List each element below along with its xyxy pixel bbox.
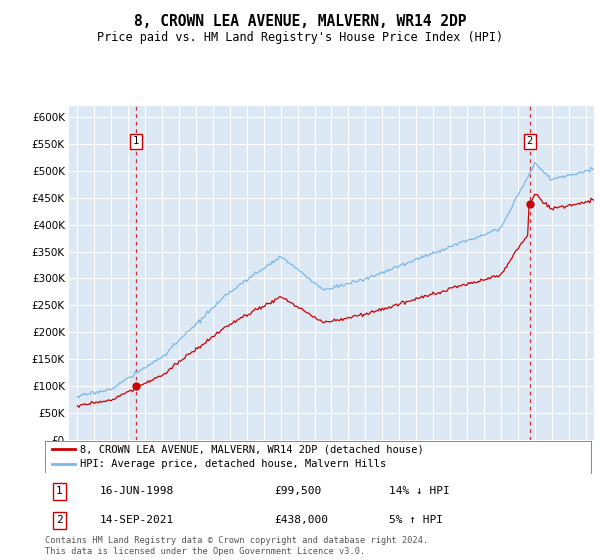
Text: HPI: Average price, detached house, Malvern Hills: HPI: Average price, detached house, Malv… <box>80 459 387 469</box>
Text: 16-JUN-1998: 16-JUN-1998 <box>100 486 174 496</box>
Text: 1: 1 <box>133 137 139 146</box>
Text: Contains HM Land Registry data © Crown copyright and database right 2024.
This d: Contains HM Land Registry data © Crown c… <box>45 536 428 556</box>
Text: 14% ↓ HPI: 14% ↓ HPI <box>389 486 450 496</box>
Text: 8, CROWN LEA AVENUE, MALVERN, WR14 2DP: 8, CROWN LEA AVENUE, MALVERN, WR14 2DP <box>134 14 466 29</box>
Text: £99,500: £99,500 <box>274 486 322 496</box>
Text: 5% ↑ HPI: 5% ↑ HPI <box>389 515 443 525</box>
Text: 8, CROWN LEA AVENUE, MALVERN, WR14 2DP (detached house): 8, CROWN LEA AVENUE, MALVERN, WR14 2DP (… <box>80 445 424 455</box>
Text: Price paid vs. HM Land Registry's House Price Index (HPI): Price paid vs. HM Land Registry's House … <box>97 31 503 44</box>
Text: 2: 2 <box>527 137 533 146</box>
Text: 2: 2 <box>56 515 62 525</box>
Text: 14-SEP-2021: 14-SEP-2021 <box>100 515 174 525</box>
Text: £438,000: £438,000 <box>274 515 328 525</box>
Text: 1: 1 <box>56 486 62 496</box>
